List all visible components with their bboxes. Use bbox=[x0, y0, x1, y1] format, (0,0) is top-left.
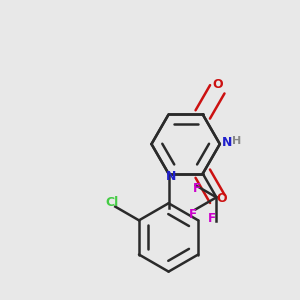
Text: N: N bbox=[222, 136, 232, 149]
Text: O: O bbox=[216, 192, 227, 205]
Text: O: O bbox=[212, 78, 223, 91]
Text: H: H bbox=[232, 136, 241, 146]
Text: Cl: Cl bbox=[106, 196, 119, 209]
Text: N: N bbox=[167, 170, 177, 183]
Text: F: F bbox=[189, 208, 197, 221]
Text: F: F bbox=[193, 182, 201, 195]
Text: F: F bbox=[208, 212, 216, 225]
